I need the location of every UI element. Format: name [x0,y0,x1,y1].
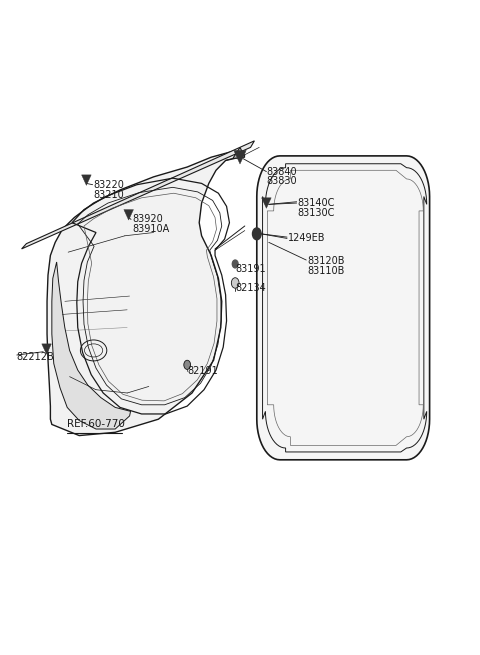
Circle shape [252,228,261,240]
Text: 82134: 82134 [235,282,266,293]
Text: 83210: 83210 [94,189,124,200]
Text: 1249EB: 1249EB [288,233,325,244]
Polygon shape [257,156,430,460]
Polygon shape [124,210,133,220]
Text: 83110B: 83110B [307,266,345,276]
Circle shape [232,260,238,268]
Polygon shape [22,141,254,249]
Polygon shape [52,262,131,429]
Circle shape [231,278,239,288]
Text: 83191: 83191 [235,263,266,274]
Polygon shape [82,175,91,185]
Text: 82191: 82191 [187,366,218,377]
Text: 83830: 83830 [266,176,297,187]
Text: 83130C: 83130C [298,208,335,218]
Polygon shape [47,151,245,436]
Polygon shape [233,147,245,159]
Polygon shape [42,344,51,354]
Text: 83920: 83920 [132,214,163,225]
Text: 82212B: 82212B [17,352,55,362]
Circle shape [184,361,190,369]
Text: 83120B: 83120B [307,256,345,267]
Text: REF.60-770: REF.60-770 [67,419,125,430]
Text: 83910A: 83910A [132,224,169,234]
Polygon shape [234,151,246,164]
Polygon shape [262,198,271,208]
Text: 83840: 83840 [266,166,297,177]
Text: 83140C: 83140C [298,198,335,208]
Text: 83220: 83220 [94,179,124,190]
